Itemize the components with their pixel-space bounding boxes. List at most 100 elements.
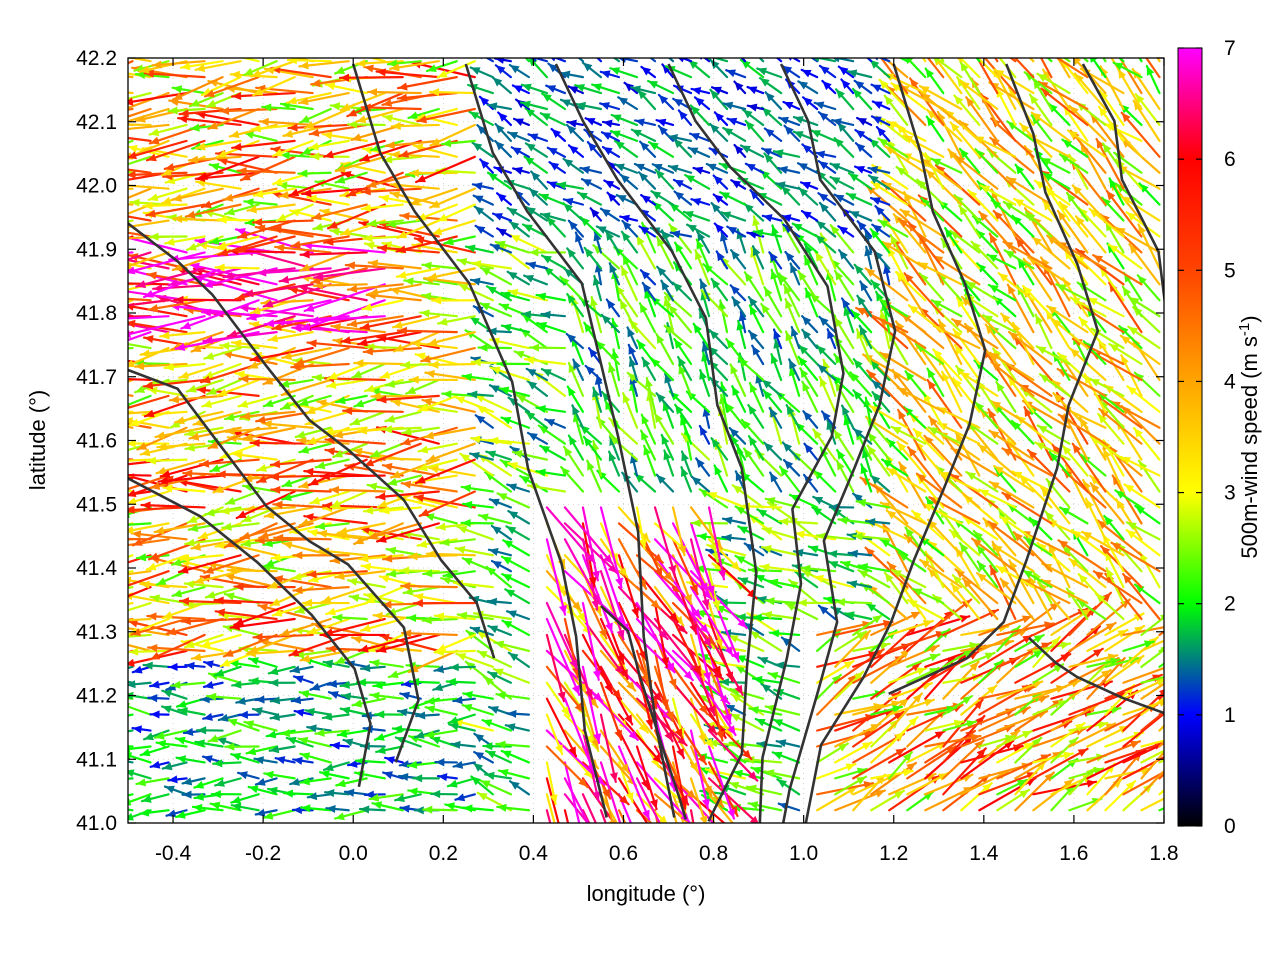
wind-vector-head xyxy=(660,699,669,709)
wind-vector-head xyxy=(254,756,265,765)
wind-vector-head xyxy=(201,639,211,648)
wind-vector xyxy=(128,601,134,606)
wind-vector-head xyxy=(446,677,456,686)
wind-vector xyxy=(724,703,747,716)
wind-vector xyxy=(314,728,350,737)
wind-vector-head xyxy=(231,796,242,804)
wind-vector xyxy=(545,649,604,703)
wind-vector xyxy=(888,730,946,764)
wind-vector-head xyxy=(761,683,772,693)
wind-vector xyxy=(375,745,404,755)
wind-vector xyxy=(415,711,440,720)
wind-vector xyxy=(336,729,368,738)
wind-vector-head xyxy=(1044,621,1054,630)
wind-vector xyxy=(545,745,589,789)
wind-vector xyxy=(128,474,134,478)
wind-vector-head xyxy=(733,769,743,778)
wind-vector-head xyxy=(248,645,259,654)
wind-vector-head xyxy=(875,790,885,798)
wind-vector-head xyxy=(268,667,279,676)
wind-vector xyxy=(1140,676,1164,684)
wind-vector-head xyxy=(608,819,617,823)
wind-vector-head xyxy=(210,801,221,810)
wind-vector-head xyxy=(1133,613,1144,622)
wind-vector-head xyxy=(128,769,135,778)
wind-vector-shaft xyxy=(617,745,651,821)
wind-vector-head xyxy=(910,611,921,620)
wind-vector xyxy=(942,648,974,668)
wind-vector-head xyxy=(290,665,301,674)
wind-vector xyxy=(282,789,314,798)
wind-vector-head xyxy=(255,808,266,817)
wind-vector-head xyxy=(699,815,708,823)
wind-vector-head xyxy=(128,576,132,585)
wind-vector xyxy=(707,649,732,725)
wind-vector-head xyxy=(602,788,611,799)
wind-vector-shaft xyxy=(1140,616,1164,637)
wind-vector-head xyxy=(385,756,395,765)
wind-vector-head xyxy=(168,775,178,784)
wind-vector-head xyxy=(1060,641,1071,650)
wind-vector-shaft xyxy=(1086,748,1147,780)
wind-vector xyxy=(210,790,242,799)
wind-vector-shaft xyxy=(545,745,589,789)
wind-vector-shaft xyxy=(1122,770,1164,796)
wind-vector-head xyxy=(662,710,672,720)
wind-vector-head xyxy=(853,671,864,681)
wind-vector-head xyxy=(474,752,485,760)
wind-vector-head xyxy=(388,670,399,679)
wind-vector-head xyxy=(307,724,317,733)
wind-vector-shaft xyxy=(942,608,1000,637)
wind-vector xyxy=(671,809,678,823)
wind-vector xyxy=(213,665,242,677)
wind-vector-head xyxy=(295,650,305,659)
wind-vector-head xyxy=(501,750,512,759)
wind-vector xyxy=(750,766,783,780)
wind-vector-head xyxy=(906,762,916,772)
wind-vector xyxy=(1140,639,1164,652)
wind-vector-head xyxy=(477,651,488,659)
wind-vector-head xyxy=(395,794,405,803)
wind-vector xyxy=(834,789,886,812)
wind-vector xyxy=(996,788,1031,812)
wind-vector xyxy=(371,801,404,812)
wind-vector-shaft xyxy=(128,458,134,461)
wind-vector-head xyxy=(489,706,499,714)
wind-vector xyxy=(396,708,422,717)
wind-vector-head xyxy=(838,743,848,752)
wind-vector xyxy=(160,705,188,716)
wind-vector-head xyxy=(768,672,779,680)
wind-vector xyxy=(671,665,709,716)
wind-vector-head xyxy=(750,631,761,640)
wind-vector-head xyxy=(730,828,739,837)
wind-vector-head xyxy=(203,680,214,689)
wind-vector-head xyxy=(425,705,436,714)
wind-vector-shaft xyxy=(1122,755,1164,780)
wind-vector xyxy=(772,718,801,732)
wind-vector-head xyxy=(81,414,91,422)
wind-vector-head xyxy=(928,645,939,653)
wind-vector xyxy=(617,793,633,823)
wind-vector-shaft xyxy=(707,745,736,820)
wind-vector-head xyxy=(903,768,913,777)
wind-vector-head xyxy=(502,620,513,629)
wind-vector xyxy=(978,659,1004,684)
wind-vector-head xyxy=(207,692,217,701)
wind-vector-head xyxy=(1038,695,1049,704)
wind-vector-head xyxy=(735,665,746,674)
wind-vector xyxy=(501,619,530,637)
wind-vector-head xyxy=(376,645,387,653)
wind-vector-head xyxy=(1097,720,1108,729)
wind-vector-head xyxy=(1022,731,1032,739)
wind-vector-head xyxy=(96,588,106,596)
wind-vector-shaft xyxy=(128,601,134,606)
wind-vector-head xyxy=(769,629,780,638)
wind-vector-head xyxy=(1081,608,1092,618)
wind-vector xyxy=(424,705,458,716)
wind-vector-head xyxy=(333,613,343,622)
wind-vector-head xyxy=(724,713,732,724)
wind-vector xyxy=(1140,750,1164,780)
wind-vector-head xyxy=(298,736,309,745)
wind-vector-head xyxy=(719,694,730,704)
wind-vector-head xyxy=(658,815,668,823)
